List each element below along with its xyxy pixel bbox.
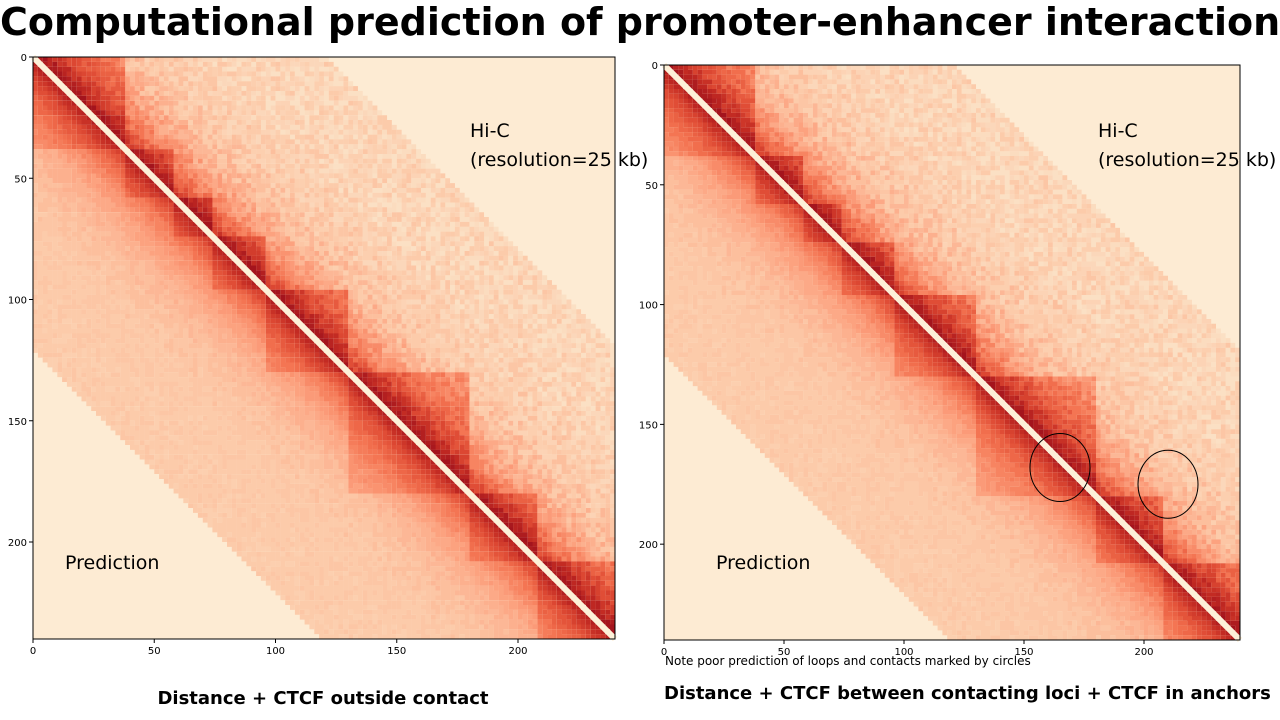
x-tick-label: 200 xyxy=(1134,647,1153,658)
heatmap-cell-group xyxy=(664,122,1236,640)
y-tick-label: 0 xyxy=(21,53,27,64)
heatmap-cell-group xyxy=(664,65,1216,626)
heatmap-cell-group xyxy=(774,65,1240,521)
heatmap-cells xyxy=(664,65,1240,640)
plot-frame xyxy=(663,64,1241,641)
heatmap-cell-group xyxy=(42,57,615,635)
slide-title: Computational prediction of promoter-enh… xyxy=(0,0,1280,44)
x-tick-label: 50 xyxy=(148,646,161,657)
x-tick-label: 150 xyxy=(1014,647,1033,658)
left-heatmap: 0 50 100 150 200 0 50 100 150 200 xyxy=(8,53,618,657)
y-tick-label: 50 xyxy=(14,174,27,185)
heatmap-cell-group xyxy=(52,61,591,606)
x-tick-label: 100 xyxy=(894,647,913,658)
heatmap-cell-group xyxy=(668,74,1221,626)
plot-frame xyxy=(32,56,616,640)
left-hic-label: Hi-C (resolution=25 kb) xyxy=(470,117,648,175)
heatmap-cell-group xyxy=(212,57,615,441)
left-hic-label-line2: (resolution=25 kb) xyxy=(470,149,649,171)
y-tick-label: 0 xyxy=(652,61,658,72)
y-tick-label: 150 xyxy=(8,417,27,428)
right-hic-label-line1: Hi-C xyxy=(1098,120,1138,142)
heatmap-cell-group xyxy=(664,65,1240,640)
y-tick-label: 200 xyxy=(8,538,27,549)
x-tick-label: 0 xyxy=(30,646,36,657)
y-tick-label: 50 xyxy=(645,181,658,192)
y-tick-label: 100 xyxy=(8,296,27,307)
y-tick-label: 100 xyxy=(639,301,658,312)
heatmap-cell-group xyxy=(197,57,615,465)
left-caption: Distance + CTCF outside contact xyxy=(157,688,489,709)
left-heatmap-panel: 0 50 100 150 200 0 50 100 150 200 Hi-C (resolutio… xyxy=(8,53,648,657)
marker-circle xyxy=(1029,433,1091,502)
x-tick-label: 100 xyxy=(266,646,285,657)
right-prediction-label: Prediction xyxy=(716,552,811,574)
heatmap-cell-group xyxy=(668,65,1236,631)
main-diagonal xyxy=(661,62,1243,643)
right-hic-label: Hi-C (resolution=25 kb) xyxy=(1098,117,1276,175)
main-diagonal xyxy=(30,54,618,642)
x-tick-label: 150 xyxy=(387,646,406,657)
right-caption: Distance + CTCF between contacting loci … xyxy=(664,683,1271,704)
right-hic-label-line2: (resolution=25 kb) xyxy=(1098,149,1277,171)
y-tick-label: 150 xyxy=(639,420,658,431)
heatmap-cell-group xyxy=(678,74,1226,617)
y-tick-label: 200 xyxy=(639,540,658,551)
heatmap-cells xyxy=(33,57,615,639)
x-tick-label: 200 xyxy=(508,646,527,657)
left-hic-label-line1: Hi-C xyxy=(470,120,510,142)
marker-circle xyxy=(1137,449,1199,519)
x-tick-label: 0 xyxy=(661,647,667,658)
note-text: Note poor prediction of loops and contac… xyxy=(665,654,1031,668)
left-prediction-label: Prediction xyxy=(65,552,160,574)
heatmap-cell-group xyxy=(42,61,615,625)
x-tick-label: 50 xyxy=(778,647,791,658)
